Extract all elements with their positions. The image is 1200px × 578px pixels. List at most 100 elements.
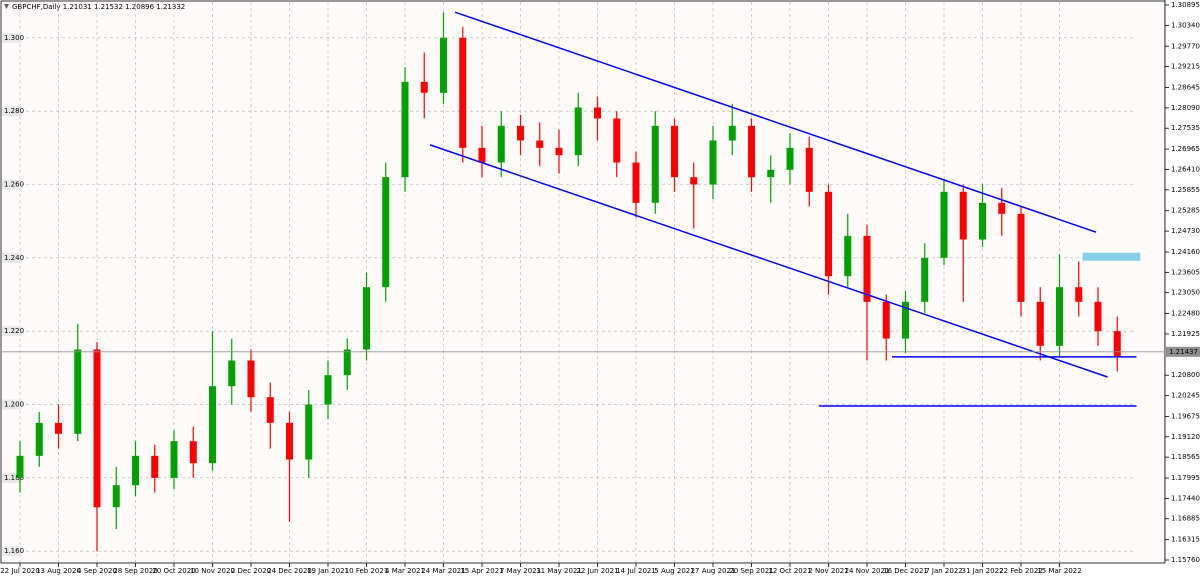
x-tick-label: 16 Dec 2021 xyxy=(883,567,928,575)
candle-body xyxy=(613,118,621,163)
y-tick-label: 1.28645 xyxy=(1171,84,1200,92)
y-tick-label: 1.24730 xyxy=(1171,227,1200,235)
x-tick-label: 31 Jan 2022 xyxy=(962,567,1004,575)
grid-label-bg xyxy=(2,399,22,410)
y-tick-label: 1.27535 xyxy=(1171,124,1200,132)
y-tick-label: 1.20245 xyxy=(1171,392,1200,400)
candle-body xyxy=(979,202,986,240)
x-tick-label: 4 Sep 2020 xyxy=(77,567,117,575)
x-tick-label: 7 Jan 2022 xyxy=(925,567,963,575)
y-tick-label: 1.15760 xyxy=(1171,556,1200,564)
y-tick-label: 1.24160 xyxy=(1171,248,1200,256)
candle-body xyxy=(343,349,351,376)
candle-body xyxy=(382,177,390,288)
candle-body xyxy=(709,140,717,185)
x-tick-label: 19 Jan 2021 xyxy=(307,567,349,575)
candle-body xyxy=(1036,301,1044,346)
candle-body xyxy=(305,404,313,460)
candle-body xyxy=(151,455,159,478)
x-tick-label: 15 Mar 2022 xyxy=(1037,567,1081,575)
y-tick-label: 1.30895 xyxy=(1171,1,1200,9)
y-tick-label: 1.29215 xyxy=(1171,63,1200,71)
candle-body xyxy=(93,349,101,508)
y2-tick-label: 1.300 xyxy=(4,34,24,42)
candle-body xyxy=(882,301,890,339)
candle-body xyxy=(902,301,909,339)
y-tick-label: 1.26410 xyxy=(1171,165,1200,173)
y2-tick-label: 1.200 xyxy=(4,401,24,409)
x-tick-label: 28 Sep 2020 xyxy=(113,567,157,575)
y2-tick-label: 1.240 xyxy=(4,254,24,262)
x-tick-label: 7 May 2021 xyxy=(500,567,541,575)
candle-body xyxy=(324,375,332,405)
candle-body xyxy=(632,162,640,203)
candle-body xyxy=(74,349,82,434)
candle-body xyxy=(16,455,24,478)
current-price-label: 1.21437 xyxy=(1169,348,1198,356)
candle-body xyxy=(266,397,274,423)
x-tick-label: 20 Oct 2020 xyxy=(152,567,195,575)
candle-body xyxy=(767,169,775,178)
x-tick-label: 12 Oct 2021 xyxy=(768,567,811,575)
candle-body xyxy=(228,360,236,387)
y2-tick-label: 1.260 xyxy=(4,180,24,188)
trendline xyxy=(454,11,1097,233)
candle-body xyxy=(940,191,948,258)
candle-body xyxy=(594,107,601,119)
current-price-box xyxy=(1166,346,1200,357)
axis-strip xyxy=(1165,0,1200,578)
candle-body xyxy=(517,125,524,141)
x-tick-label: 22 Jun 2021 xyxy=(576,567,618,575)
x-tick-label: 20 Sep 2021 xyxy=(729,567,773,575)
trendline xyxy=(429,144,1108,378)
y-tick-label: 1.18565 xyxy=(1171,453,1200,461)
y-tick-label: 1.19675 xyxy=(1171,412,1200,420)
candle-body xyxy=(170,441,178,478)
y-tick-label: 1.20800 xyxy=(1171,371,1200,379)
candle-body xyxy=(132,455,139,486)
x-tick-label: 4 Mar 2021 xyxy=(385,567,425,575)
candle-body xyxy=(748,125,755,178)
x-tick-label: 13 Aug 2020 xyxy=(36,567,81,575)
y-tick-label: 1.19120 xyxy=(1171,433,1200,441)
x-tick-label: 10 Nov 2020 xyxy=(190,567,235,575)
price-zone xyxy=(1082,252,1141,261)
x-tick-label: 5 Aug 2021 xyxy=(654,567,694,575)
y-tick-label: 1.23605 xyxy=(1171,268,1200,276)
candle-body xyxy=(786,147,794,170)
grid-label-bg xyxy=(2,106,22,117)
y-tick-label: 1.21925 xyxy=(1171,330,1200,338)
y-tick-label: 1.16885 xyxy=(1171,515,1200,523)
candle-body xyxy=(1017,213,1025,302)
y-tick-label: 1.22480 xyxy=(1171,310,1200,318)
grid-label-bg xyxy=(2,472,22,483)
x-tick-label: 24 Dec 2020 xyxy=(267,567,312,575)
candle-body xyxy=(651,125,659,203)
x-tick-label: 15 Apr 2021 xyxy=(460,567,503,575)
x-tick-label: 2 Dec 2020 xyxy=(231,567,271,575)
candle-body xyxy=(805,147,813,192)
candle-body xyxy=(728,125,736,141)
y-tick-label: 1.28090 xyxy=(1171,104,1200,112)
candle-body xyxy=(844,235,852,277)
y2-tick-label: 1.220 xyxy=(4,327,24,335)
grid-label-bg xyxy=(2,252,22,263)
candle-body xyxy=(574,107,582,156)
y2-tick-label: 1.180 xyxy=(4,474,24,482)
chart-title: GBPCHF,Daily 1.21031 1.21532 1.20896 1.2… xyxy=(12,3,185,11)
x-tick-label: 10 Feb 2021 xyxy=(345,567,389,575)
candle-body xyxy=(671,125,678,178)
x-tick-label: 22 Feb 2022 xyxy=(999,567,1043,575)
candle-body xyxy=(1094,301,1102,332)
candle-body xyxy=(536,140,544,148)
grid-label-bg xyxy=(2,179,22,190)
y-tick-label: 1.25855 xyxy=(1171,186,1200,194)
candle-body xyxy=(863,235,871,302)
x-tick-label: 24 Nov 2021 xyxy=(845,567,890,575)
candle-body xyxy=(420,81,428,93)
y-tick-label: 1.30340 xyxy=(1171,21,1200,29)
candle-body xyxy=(286,422,293,460)
candle-body xyxy=(440,37,447,93)
candle-body xyxy=(209,386,216,464)
